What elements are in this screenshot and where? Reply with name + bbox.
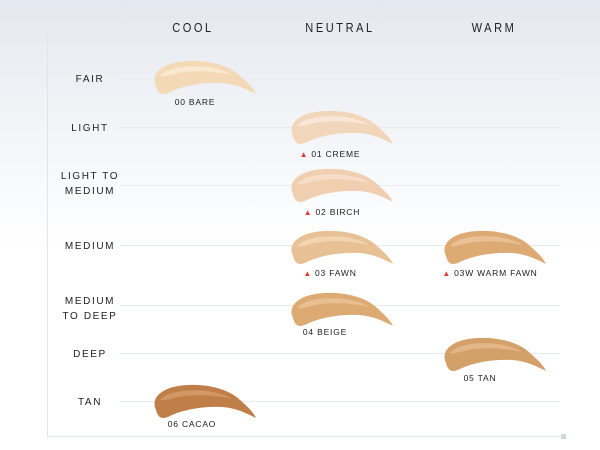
row-label-light-to-medium: LIGHT TO MEDIUM	[50, 169, 130, 199]
shade-label-03-fawn: ▲ 03 FAWN	[260, 268, 400, 278]
shade-name: 04 BEIGE	[302, 327, 348, 337]
flame-icon: ▲	[442, 269, 452, 278]
shade-name: 01 CREME	[311, 149, 361, 159]
swatch-06-cacao	[148, 380, 258, 424]
shade-name: 02 BIRCH	[315, 207, 361, 217]
flame-icon: ▲	[299, 150, 309, 159]
column-header-warm: WARM	[471, 20, 517, 35]
row-guide-line	[120, 353, 560, 354]
row-label-deep: DEEP	[73, 349, 107, 360]
row-label-light: LIGHT	[71, 123, 109, 134]
row-guide-line	[120, 78, 560, 79]
row-label-fair: FAIR	[75, 74, 105, 85]
row-guide-line	[120, 401, 560, 402]
column-header-cool: COOL	[172, 20, 214, 35]
swatch-04-beige	[285, 288, 395, 332]
vertical-axis	[47, 30, 48, 436]
shade-name: 05 TAN	[463, 373, 497, 383]
shade-label-01-creme: ▲ 01 CREME	[260, 149, 400, 159]
row-label-line: MEDIUM	[64, 186, 116, 197]
swatch-03-fawn	[285, 226, 395, 270]
axis-end-marker	[561, 434, 566, 439]
shade-name: 03W WARM FAWN	[454, 268, 538, 278]
swatch-05-tan	[438, 333, 548, 377]
column-header-neutral: NEUTRAL	[305, 20, 375, 35]
shade-label-03w-warm-fawn: ▲ 03W WARM FAWN	[420, 268, 560, 278]
row-label-tan: TAN	[77, 397, 103, 408]
row-label-line: TO DEEP	[62, 311, 118, 322]
shade-label-02-birch: ▲ 02 BIRCH	[262, 207, 402, 217]
shade-name: 06 CACAO	[167, 419, 217, 429]
swatch-03w-warm-fawn	[438, 226, 548, 270]
swatch-00-bare	[148, 56, 258, 100]
horizontal-axis	[47, 436, 564, 437]
shade-name: 03 FAWN	[315, 268, 357, 278]
flame-icon: ▲	[303, 269, 313, 278]
shade-label-04-beige: 04 BEIGE	[255, 327, 395, 337]
row-label-medium: MEDIUM	[64, 241, 116, 252]
row-label-line: LIGHT TO	[60, 171, 120, 182]
row-label-medium-to-deep: MEDIUM TO DEEP	[50, 294, 130, 324]
swatch-02-birch	[285, 164, 395, 208]
shade-label-06-cacao: 06 CACAO	[122, 419, 262, 429]
row-label-line: MEDIUM	[64, 296, 116, 307]
shade-label-05-tan: 05 TAN	[410, 373, 550, 383]
shade-label-00-bare: 00 BARE	[125, 97, 265, 107]
swatch-01-creme	[285, 106, 395, 150]
shade-name: 00 BARE	[174, 97, 216, 107]
flame-icon: ▲	[303, 208, 313, 217]
